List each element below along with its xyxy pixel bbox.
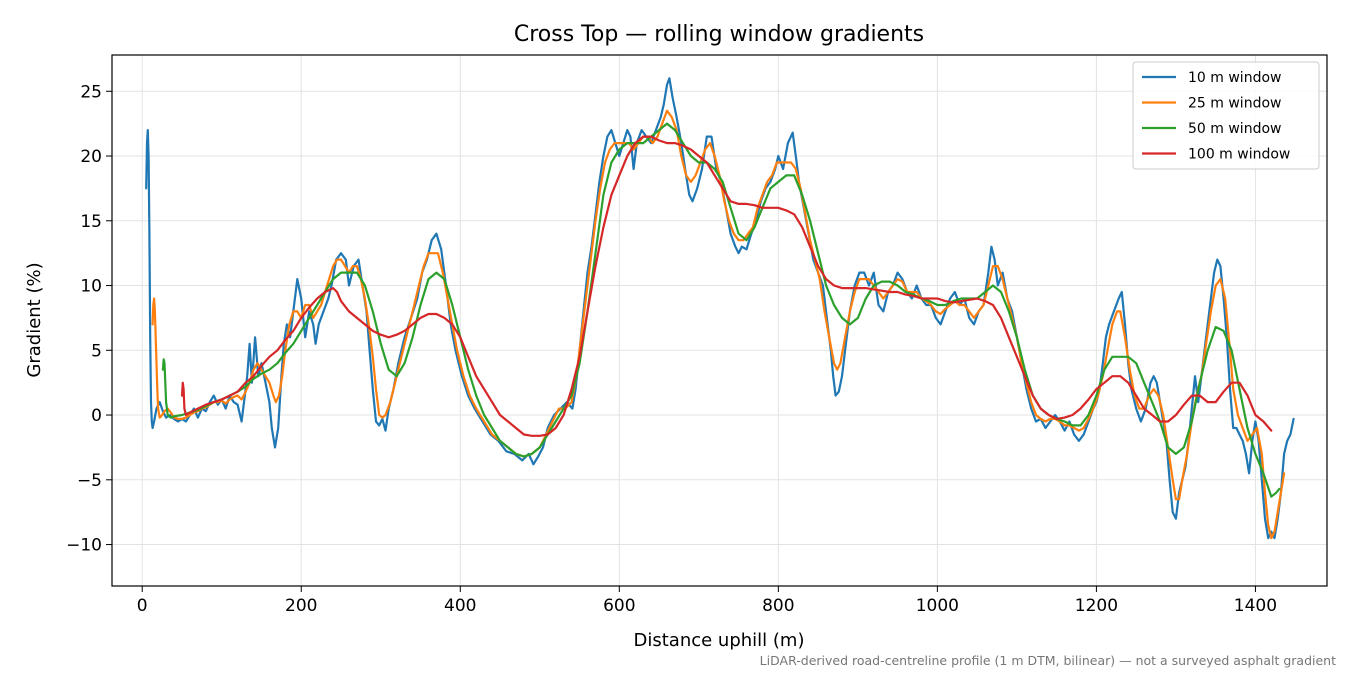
- y-axis-label: Gradient (%): [24, 262, 45, 377]
- series-layer: [145, 77, 1295, 540]
- footnote: LiDAR-derived road-centreline profile (1…: [760, 653, 1336, 668]
- x-tick-label: 200: [285, 596, 317, 616]
- legend-label-1: 10 m window: [1188, 70, 1281, 86]
- series-line-3: [161, 122, 1281, 498]
- plot-frame: [111, 54, 1328, 587]
- x-axis-label: Distance uphill (m): [634, 630, 805, 651]
- x-tick-label: 400: [444, 596, 476, 616]
- legend-label-3: 50 m window: [1188, 121, 1281, 137]
- x-tick-label: 1200: [1075, 596, 1118, 616]
- y-tick-label: −5: [77, 471, 102, 491]
- legend-label-4: 100 m window: [1188, 147, 1290, 163]
- y-tick-label: 5: [91, 341, 102, 361]
- x-tick-label: 800: [762, 596, 794, 616]
- axis-ticks: 0 200 400 600 800 1000 1200 1400 −10 −5 0 5 10 15 20 25: [66, 82, 1277, 616]
- x-tick-label: 1400: [1234, 596, 1277, 616]
- legend: 10 m window 25 m window 50 m window 100 m w…: [1132, 61, 1320, 170]
- y-tick-label: 20: [80, 147, 102, 167]
- series-line-4: [180, 135, 1273, 437]
- grid-lines: [112, 55, 1327, 586]
- y-tick-label: 15: [80, 212, 102, 232]
- y-tick-label: 0: [91, 406, 102, 426]
- chart-title: Cross Top — rolling window gradients: [514, 22, 924, 47]
- legend-label-2: 25 m window: [1188, 96, 1281, 112]
- y-tick-label: 25: [80, 82, 102, 102]
- x-tick-label: 0: [137, 596, 148, 616]
- x-tick-label: 600: [603, 596, 635, 616]
- legend-box: [1132, 61, 1320, 170]
- x-tick-label: 1000: [916, 596, 959, 616]
- y-tick-label: −10: [66, 536, 102, 556]
- y-tick-label: 10: [80, 277, 102, 297]
